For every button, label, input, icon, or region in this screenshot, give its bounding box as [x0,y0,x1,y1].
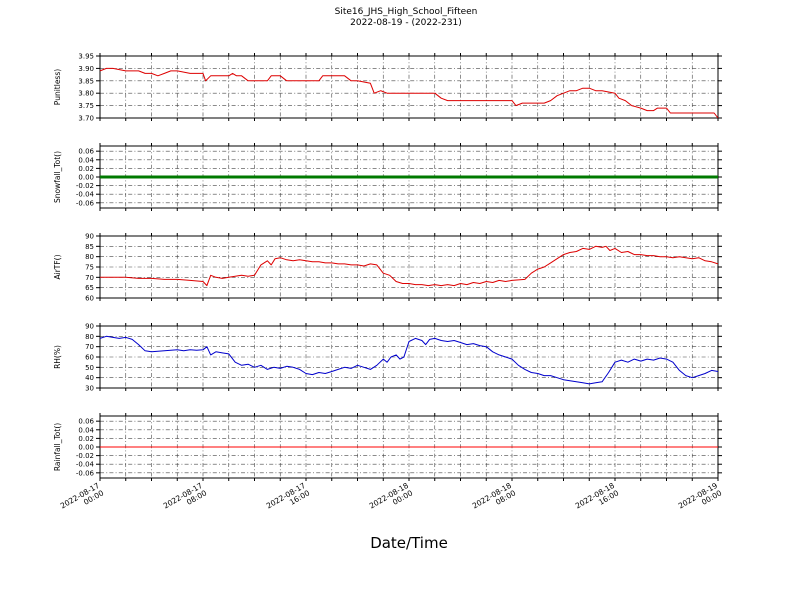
x-axis-title: Date/Time [370,534,448,552]
y-tick-label: 0.04 [78,156,94,164]
series-line-rh [99,335,719,385]
y-tick-label: 60 [85,295,94,303]
chart-title: Site16_JHS_High_School_Fifteen [335,7,478,17]
panel-rh: 30 40 50 60 70 80 90 RH(%) [53,323,722,393]
plot-panels: 3.703.753.803.853.903.95Punitless)-0.06-… [53,53,724,511]
panel-rainfall: -0.06-0.04-0.020.000.020.040.06 Rainfall_… [53,413,722,481]
y-axis-label-rh: RH(%) [53,345,62,369]
y-tick-label: 70 [85,274,94,282]
y-tick-label: 0.02 [78,435,94,443]
y-tick-label: 80 [85,333,94,341]
series-line-punitless [99,67,719,119]
y-tick-label: 75 [85,264,94,272]
y-tick-label: -0.06 [76,469,95,477]
chart-subtitle: 2022-08-19 - (2022-231) [350,18,462,28]
y-tick-label: 0.04 [78,426,94,434]
y-tick-label: 0.02 [78,165,94,173]
y-tick-label: 65 [85,284,94,292]
y-tick-label: 40 [85,374,94,382]
y-tick-label: 3.90 [78,65,94,73]
y-axis-label-airtf: AirTF() [53,254,62,279]
y-tick-label: 3.70 [78,115,94,123]
y-tick-label: 3.75 [78,102,94,110]
y-tick-label: 0.06 [78,148,94,156]
y-tick-label: 60 [85,354,94,362]
y-tick-label: 0.06 [78,418,94,426]
y-tick-label: 3.95 [78,53,94,61]
y-tick-label: 0.00 [78,444,94,452]
y-tick-label: 80 [85,253,94,261]
y-tick-label: 50 [85,364,94,372]
y-tick-label: 90 [85,233,94,241]
panel-punitless: 3.70 3.75 3.80 3.85 3.90 3.95 Punitless) [53,53,722,123]
y-tick-label: 90 [85,323,94,331]
y-tick-label: -0.02 [76,182,94,190]
y-tick-label: -0.04 [76,191,95,199]
y-axis-label-snowfall: Snowfall_Tot() [53,151,62,203]
y-tick-label: -0.04 [76,461,95,469]
y-tick-label: 0.00 [78,174,94,182]
y-tick-label: 30 [85,385,94,393]
panel-airtf: 60 65 70 75 80 85 90 AirTF() [53,233,722,303]
y-axis-label-punitless: Punitless) [53,69,62,105]
panel-snowfall: -0.06-0.04-0.020.000.020.040.06 Snowfall_… [53,143,722,211]
y-tick-label: -0.06 [76,199,95,207]
series-line-airtf [100,245,719,287]
y-axis-label-rainfall: Rainfall_Tot() [53,423,62,471]
y-tick-label: 85 [85,243,94,251]
y-tick-label: 3.85 [78,77,94,85]
y-tick-label: 70 [85,343,94,351]
y-tick-label: -0.02 [76,452,94,460]
y-tick-label: 3.80 [78,90,94,98]
